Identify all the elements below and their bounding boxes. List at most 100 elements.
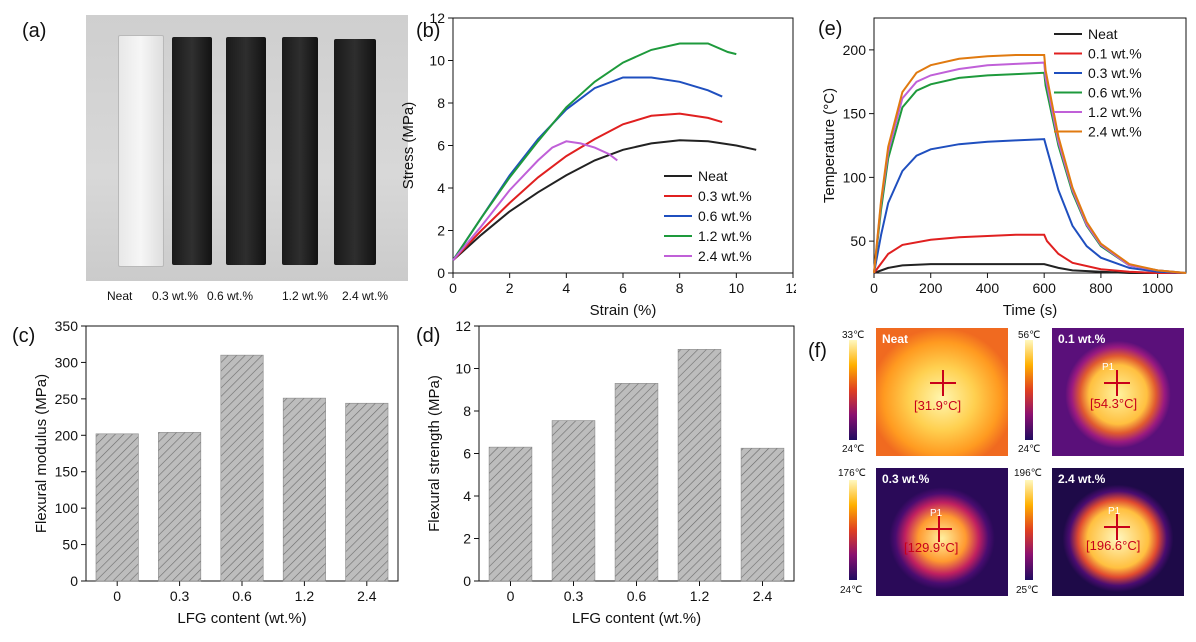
x-axis-label: LFG content (wt.%): [177, 610, 306, 627]
y-tick-label: 4: [463, 488, 471, 504]
y-tick-label: 10: [429, 53, 445, 69]
y-tick-label: 350: [55, 320, 79, 334]
series-line-24wt: [452, 140, 618, 261]
specimen-0-6: [226, 37, 266, 265]
y-tick-label: 10: [455, 361, 471, 377]
y-axis-label: Flexural strength (MPa): [426, 375, 443, 532]
plot-frame: [873, 17, 1187, 274]
x-tick-label: 0.3: [170, 588, 190, 604]
sample-label-1-2: 1.2 wt.%: [282, 289, 329, 303]
colorbar-0-3-min: 24℃: [840, 585, 863, 596]
x-tick-label: 0: [449, 280, 457, 296]
crosshair-v: [942, 370, 944, 396]
y-tick-label: 250: [55, 391, 79, 407]
bar-0.3: [551, 420, 596, 582]
thermal-image-neat: Neat [31.9°C]: [876, 328, 1008, 456]
stress-strain-chart: 0 2 4 6 8 10 12 0 2 4 6 8 10 12 Strain (%) Stress (MPa)…: [400, 10, 796, 319]
x-tick-label: 1.2: [690, 588, 710, 604]
series-line-24wt: [873, 54, 1187, 274]
legend-label: 1.2 wt.%: [698, 228, 752, 244]
y-tick-label: 2: [463, 531, 471, 547]
thermal-reading: [54.3°C]: [1090, 396, 1138, 411]
temperature-time-chart: 50 100 150 200 0 200 400 600 800 1000 Time (s) Temp…: [821, 17, 1187, 319]
specimen-neat: [118, 35, 164, 267]
specimen-0-3: [172, 37, 212, 265]
specimen-2-4: [334, 39, 376, 265]
y-tick-label: 8: [463, 403, 471, 419]
legend-label: 2.4 wt.%: [1088, 124, 1142, 140]
p1-label: P1: [930, 508, 943, 519]
y-tick-label: 50: [62, 537, 78, 553]
bar-0.3: [158, 432, 202, 582]
colorbar-0-1-max: 56℃: [1018, 330, 1041, 341]
legend-label: 0.6 wt.%: [698, 208, 752, 224]
panel-label-b: (b): [416, 20, 441, 42]
x-axis-label: LFG content (wt.%): [572, 610, 701, 627]
x-tick-label: 400: [976, 280, 1000, 296]
x-tick-label: 0: [507, 588, 515, 604]
y-tick-label: 6: [437, 138, 445, 154]
x-tick-label: 600: [1033, 280, 1057, 296]
legend-label: 0.1 wt.%: [1088, 46, 1142, 62]
y-tick-label: 300: [55, 354, 79, 370]
panel-label-d: (d): [416, 325, 441, 347]
bar-2.4: [345, 402, 389, 582]
sample-label-2-4: 2.4 wt.%: [342, 289, 389, 303]
panel-label-c: (c): [12, 325, 36, 347]
series-line-12wt: [452, 42, 737, 261]
y-tick-label: 6: [463, 446, 471, 462]
thermal-reading: [196.6°C]: [1086, 538, 1141, 553]
specimen-photo: [86, 15, 408, 281]
y-tick-label: 200: [55, 427, 79, 443]
y-axis-label: Stress (MPa): [400, 102, 417, 190]
thermal-title: 2.4 wt.%: [1058, 472, 1106, 486]
bar-2.4: [740, 447, 785, 582]
flexural-strength-chart: 0 2 4 6 8 10 12 0 0.3 0.6 1.2 2.4 LFG content (wt.%)…: [426, 320, 795, 627]
thermal-title: 0.1 wt.%: [1058, 332, 1106, 346]
colorbar-2-4-max: 196℃: [1014, 468, 1042, 479]
x-tick-label: 200: [919, 280, 943, 296]
x-tick-label: 800: [1089, 280, 1113, 296]
y-tick-label: 12: [455, 320, 471, 334]
x-tick-label: 0: [113, 588, 121, 604]
colorbar-neat-max: 33℃: [842, 330, 865, 341]
panel-label-f: (f): [808, 340, 827, 362]
y-tick-label: 2: [437, 223, 445, 239]
legend-label: 0.3 wt.%: [1088, 65, 1142, 81]
x-tick-label: 10: [729, 280, 745, 296]
y-tick-label: 4: [437, 180, 445, 196]
bar-0.6: [220, 354, 264, 582]
colorbar-2-4-min: 25℃: [1016, 585, 1039, 596]
x-tick-label: 4: [562, 280, 570, 296]
thermal-title: Neat: [882, 332, 909, 346]
thermal-image-2-4: 2.4 wt.% P1 [196.6°C]: [1052, 468, 1184, 596]
flexural-modulus-chart: 0 50 100 150 200 250 300 350 0 0.3 0.6 1.2 2.4 LFG co…: [33, 320, 399, 627]
colorbar-0-1: [1025, 340, 1033, 440]
bar-0: [488, 446, 533, 582]
y-tick-label: 100: [843, 169, 867, 185]
x-tick-label: 1000: [1142, 280, 1173, 296]
y-tick-label: 150: [55, 464, 79, 480]
series-line-Neat: [873, 263, 1186, 274]
x-tick-label: 2: [506, 280, 514, 296]
crosshair-v: [938, 516, 940, 542]
thermal-image-0-3: 0.3 wt.% P1 [129.9°C]: [876, 468, 1008, 596]
bar-1.2: [677, 349, 722, 582]
legend-label: 0.6 wt.%: [1088, 85, 1142, 101]
colorbar-neat: [849, 340, 857, 440]
x-tick-label: 1.2: [295, 588, 315, 604]
legend-label: Neat: [1088, 26, 1118, 42]
crosshair-v: [1116, 514, 1118, 540]
x-axis-label: Time (s): [1003, 302, 1057, 319]
x-tick-label: 0.6: [232, 588, 252, 604]
thermal-reading: [31.9°C]: [914, 398, 962, 413]
series-line-03wt: [452, 112, 723, 261]
y-axis-label: Temperature (°C): [821, 88, 838, 203]
crosshair-v: [1116, 370, 1118, 396]
x-tick-label: 2.4: [753, 588, 773, 604]
y-tick-label: 0: [463, 573, 471, 589]
x-tick-label: 0: [870, 280, 878, 296]
sample-label-0-3: 0.3 wt.%: [152, 289, 199, 303]
thermal-reading: [129.9°C]: [904, 540, 959, 555]
bar-1.2: [282, 397, 326, 582]
